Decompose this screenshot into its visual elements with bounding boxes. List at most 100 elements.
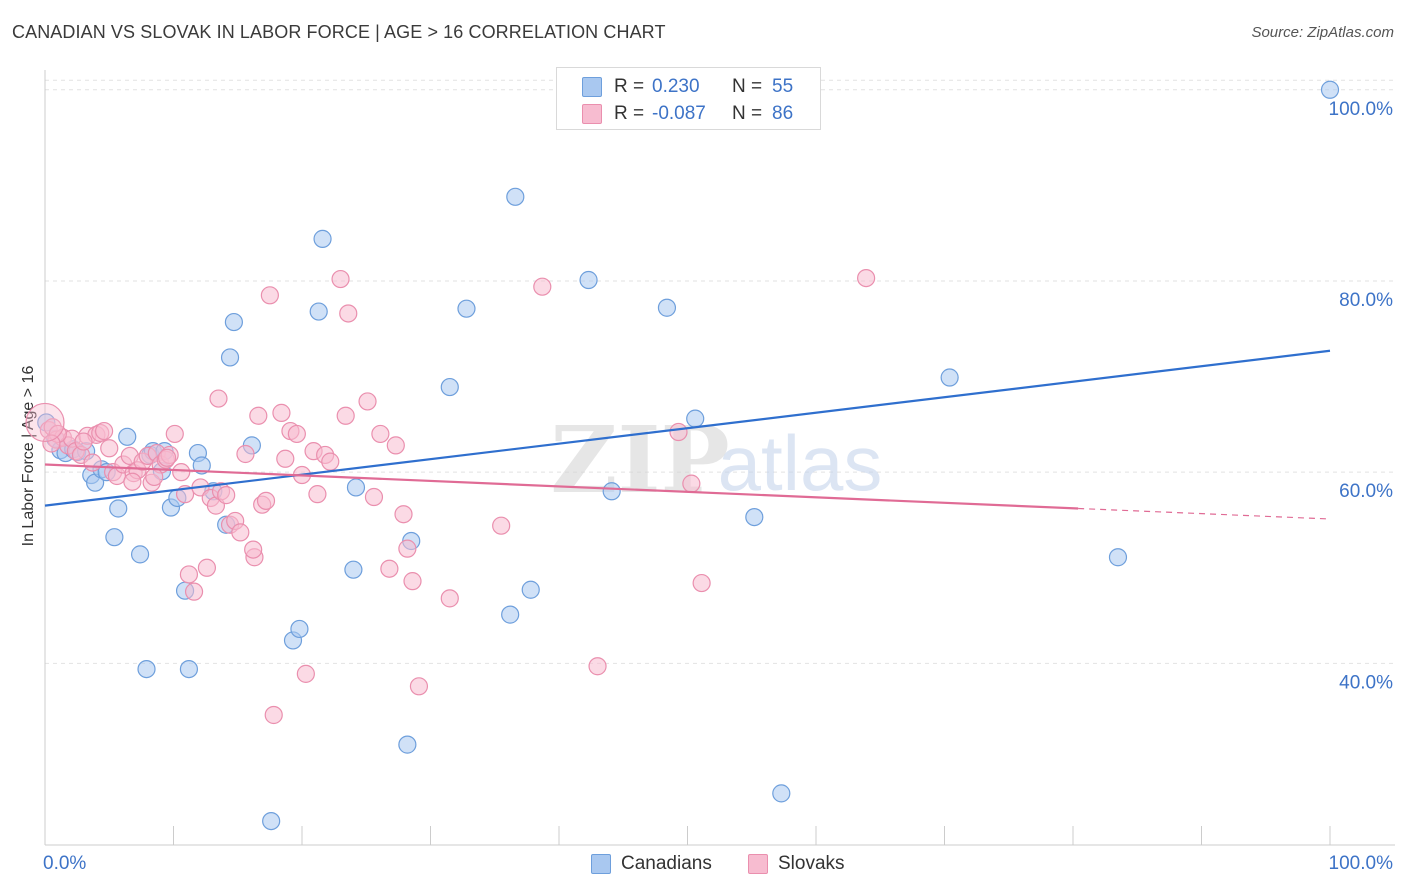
legend-n-label: N = bbox=[732, 76, 763, 97]
slovak-point bbox=[123, 472, 142, 491]
slovak-point bbox=[409, 677, 429, 696]
slovak-point bbox=[209, 389, 228, 408]
canadian-point bbox=[344, 560, 363, 579]
canadian-point bbox=[457, 299, 476, 318]
correlation-legend: R = 0.230 N = 55 R = -0.087 N = 86 bbox=[556, 67, 821, 130]
slovak-point bbox=[394, 505, 413, 524]
canadian-point bbox=[262, 811, 281, 831]
chart-title: CANADIAN VS SLOVAK IN LABOR FORCE | AGE … bbox=[12, 22, 666, 42]
canadian-point bbox=[686, 409, 705, 428]
slovak-point bbox=[165, 424, 184, 444]
slovak-point bbox=[83, 453, 102, 472]
legend-swatch-canadians bbox=[582, 77, 602, 97]
slovak-point bbox=[145, 467, 164, 487]
canadian-point bbox=[398, 735, 417, 754]
y-tick-label: 60.0% bbox=[1339, 481, 1393, 502]
slovak-point bbox=[857, 268, 876, 288]
slovak-point bbox=[398, 539, 417, 558]
slovak-point bbox=[336, 406, 355, 425]
slovak-point bbox=[321, 452, 340, 471]
canadian-point bbox=[130, 545, 150, 564]
slovak-point bbox=[184, 582, 204, 601]
slovak-point bbox=[217, 486, 236, 505]
legend-swatch-canadians bbox=[591, 854, 611, 874]
slovak-point bbox=[492, 516, 511, 535]
trend-line-1 bbox=[44, 463, 1079, 510]
canadian-point bbox=[313, 229, 332, 248]
slovak-point bbox=[588, 657, 607, 676]
slovak-point-large bbox=[25, 402, 65, 443]
y-tick-label: 100.0% bbox=[1329, 99, 1394, 120]
legend-r-value: 0.230 bbox=[652, 76, 700, 97]
slovak-point bbox=[231, 523, 250, 542]
trend-lines bbox=[44, 349, 1331, 520]
canadian-point bbox=[1320, 80, 1340, 99]
canadian-point bbox=[521, 580, 540, 599]
canadian-point bbox=[772, 784, 791, 803]
tick-labels: 40.0% 60.0% 80.0% 100.0% 0.0% 100.0% bbox=[43, 99, 1393, 874]
legend-r-value: -0.087 bbox=[652, 103, 706, 124]
slovak-point bbox=[403, 572, 422, 591]
canadian-point bbox=[137, 659, 156, 679]
slovak-point bbox=[197, 558, 217, 577]
legend-n-label: N = bbox=[732, 103, 763, 124]
slovak-point bbox=[249, 406, 268, 425]
legend-label-canadians: Canadians bbox=[621, 853, 712, 874]
slovak-point bbox=[236, 444, 255, 464]
slovak-point bbox=[371, 424, 390, 444]
slovak-point bbox=[682, 474, 701, 493]
slovak-point bbox=[157, 448, 177, 467]
canadian-point bbox=[224, 312, 243, 332]
legend-label-slovaks: Slovaks bbox=[778, 853, 845, 874]
slovak-point bbox=[264, 705, 283, 725]
canadian-point bbox=[440, 377, 459, 397]
y-tick-label: 40.0% bbox=[1339, 672, 1393, 693]
slovak-point bbox=[276, 449, 295, 468]
canadian-point bbox=[179, 659, 199, 679]
canadian-point bbox=[220, 348, 240, 367]
slovak-point bbox=[256, 491, 276, 510]
slovak-point bbox=[296, 664, 315, 683]
canadian-point bbox=[501, 605, 520, 624]
slovak-point bbox=[692, 573, 711, 593]
slovak-point bbox=[308, 485, 327, 504]
slovak-point bbox=[100, 439, 119, 458]
canadian-point bbox=[346, 478, 366, 497]
slovak-point bbox=[42, 434, 61, 453]
legend-r-label: R = bbox=[614, 76, 645, 97]
slovak-point bbox=[358, 392, 377, 411]
slovak-point bbox=[272, 403, 291, 422]
source-label: Source: ZipAtlas.com bbox=[1251, 24, 1394, 41]
canadian-point bbox=[105, 528, 124, 547]
canadian-point bbox=[118, 427, 137, 446]
slovak-point bbox=[95, 421, 114, 441]
legend-swatch-slovaks bbox=[582, 104, 602, 124]
canadian-point bbox=[290, 619, 309, 639]
legend-swatch-slovaks bbox=[748, 854, 768, 874]
slovak-point bbox=[172, 463, 191, 482]
canadian-point bbox=[506, 187, 525, 206]
legend-r-label: R = bbox=[614, 103, 645, 124]
legend-row-slovaks: R = -0.087 N = 86 bbox=[582, 102, 793, 126]
y-tick-label: 80.0% bbox=[1339, 290, 1393, 311]
axes bbox=[44, 70, 1395, 846]
bottom-legend-canadians: Canadians bbox=[591, 852, 712, 876]
slovak-point bbox=[244, 540, 263, 559]
canadian-point bbox=[1108, 548, 1128, 567]
canadian-point bbox=[745, 507, 764, 527]
canadian-point bbox=[309, 302, 328, 321]
slovak-point bbox=[287, 424, 306, 444]
canadian-point bbox=[940, 368, 959, 387]
x-tick-label: 0.0% bbox=[43, 853, 86, 874]
x-tick-label: 100.0% bbox=[1329, 853, 1394, 874]
gridlines bbox=[45, 79, 1395, 664]
slovak-point bbox=[260, 286, 279, 305]
trend-line-0 bbox=[44, 349, 1331, 507]
slovak-point bbox=[179, 565, 199, 584]
slovak-point bbox=[339, 304, 358, 323]
legend-row-canadians: R = 0.230 N = 55 bbox=[582, 75, 793, 99]
legend-n-value: 86 bbox=[772, 103, 794, 124]
bottom-legend-slovaks: Slovaks bbox=[748, 852, 845, 876]
trend-line-2 bbox=[1078, 507, 1331, 520]
